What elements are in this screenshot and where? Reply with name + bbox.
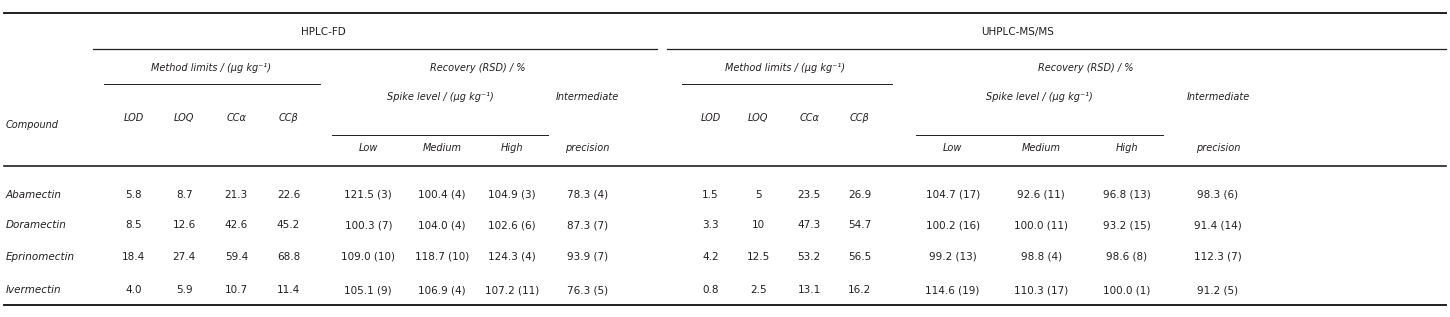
Text: Ivermectin: Ivermectin [6,285,61,295]
Text: 107.2 (11): 107.2 (11) [484,285,539,295]
Text: Method limits / (µg kg⁻¹): Method limits / (µg kg⁻¹) [151,63,271,73]
Text: 47.3: 47.3 [798,220,821,230]
Text: Spike level / (µg kg⁻¹): Spike level / (µg kg⁻¹) [986,92,1093,102]
Text: 99.2 (13): 99.2 (13) [929,252,976,262]
Text: 10: 10 [751,220,766,230]
Text: CCα: CCα [799,113,819,123]
Text: 2.5: 2.5 [750,285,767,295]
Text: 121.5 (3): 121.5 (3) [345,190,392,200]
Text: 22.6: 22.6 [277,190,300,200]
Text: 3.3: 3.3 [702,220,719,230]
Text: Intermediate: Intermediate [555,92,619,102]
Text: 4.2: 4.2 [702,252,719,262]
Text: 100.3 (7): 100.3 (7) [345,220,392,230]
Text: LOD: LOD [700,113,721,123]
Text: precision: precision [566,143,609,153]
Text: Spike level / (µg kg⁻¹): Spike level / (µg kg⁻¹) [387,92,493,102]
Text: 104.9 (3): 104.9 (3) [489,190,535,200]
Text: Recovery (RSD) / %: Recovery (RSD) / % [1038,63,1132,73]
Text: 100.4 (4): 100.4 (4) [419,190,465,200]
Text: CCα: CCα [226,113,246,123]
Text: 11.4: 11.4 [277,285,300,295]
Text: 10.7: 10.7 [225,285,248,295]
Text: 54.7: 54.7 [848,220,871,230]
Text: 93.2 (15): 93.2 (15) [1103,220,1150,230]
Text: 98.3 (6): 98.3 (6) [1198,190,1238,200]
Text: LOQ: LOQ [174,113,194,123]
Text: 100.0 (1): 100.0 (1) [1103,285,1150,295]
Text: 105.1 (9): 105.1 (9) [345,285,392,295]
Text: Recovery (RSD) / %: Recovery (RSD) / % [431,63,525,73]
Text: Low: Low [358,143,378,153]
Text: 109.0 (10): 109.0 (10) [341,252,396,262]
Text: 12.6: 12.6 [173,220,196,230]
Text: 27.4: 27.4 [173,252,196,262]
Text: 53.2: 53.2 [798,252,821,262]
Text: 118.7 (10): 118.7 (10) [415,252,470,262]
Text: UHPLC-MS/MS: UHPLC-MS/MS [982,27,1054,37]
Text: 8.5: 8.5 [125,220,142,230]
Text: 114.6 (19): 114.6 (19) [925,285,980,295]
Text: 1.5: 1.5 [702,190,719,200]
Text: Doramectin: Doramectin [6,220,67,230]
Text: CCβ: CCβ [850,113,870,123]
Text: 5: 5 [755,190,761,200]
Text: High: High [500,143,523,153]
Text: High: High [1115,143,1138,153]
Text: 21.3: 21.3 [225,190,248,200]
Text: Low: Low [942,143,963,153]
Text: Method limits / (µg kg⁻¹): Method limits / (µg kg⁻¹) [725,63,845,73]
Text: 23.5: 23.5 [798,190,821,200]
Text: 104.0 (4): 104.0 (4) [419,220,465,230]
Text: 98.6 (8): 98.6 (8) [1106,252,1147,262]
Text: HPLC-FD: HPLC-FD [302,27,345,37]
Text: Compound: Compound [6,120,59,130]
Text: Medium: Medium [1022,143,1060,153]
Text: 102.6 (6): 102.6 (6) [489,220,535,230]
Text: LOQ: LOQ [748,113,769,123]
Text: 76.3 (5): 76.3 (5) [567,285,608,295]
Text: 93.9 (7): 93.9 (7) [567,252,608,262]
Text: 42.6: 42.6 [225,220,248,230]
Text: 13.1: 13.1 [798,285,821,295]
Text: 8.7: 8.7 [175,190,193,200]
Text: 5.9: 5.9 [175,285,193,295]
Text: 96.8 (13): 96.8 (13) [1103,190,1150,200]
Text: Abamectin: Abamectin [6,190,62,200]
Text: 78.3 (4): 78.3 (4) [567,190,608,200]
Text: 4.0: 4.0 [125,285,142,295]
Text: 91.4 (14): 91.4 (14) [1195,220,1241,230]
Text: 104.7 (17): 104.7 (17) [925,190,980,200]
Text: 112.3 (7): 112.3 (7) [1195,252,1241,262]
Text: 87.3 (7): 87.3 (7) [567,220,608,230]
Text: 106.9 (4): 106.9 (4) [419,285,465,295]
Text: 59.4: 59.4 [225,252,248,262]
Text: precision: precision [1196,143,1240,153]
Text: 18.4: 18.4 [122,252,145,262]
Text: 98.8 (4): 98.8 (4) [1021,252,1061,262]
Text: Medium: Medium [423,143,461,153]
Text: 100.0 (11): 100.0 (11) [1014,220,1069,230]
Text: 26.9: 26.9 [848,190,871,200]
Text: CCβ: CCβ [278,113,299,123]
Text: 100.2 (16): 100.2 (16) [925,220,980,230]
Text: 5.8: 5.8 [125,190,142,200]
Text: LOD: LOD [123,113,144,123]
Text: 12.5: 12.5 [747,252,770,262]
Text: 0.8: 0.8 [702,285,719,295]
Text: 16.2: 16.2 [848,285,871,295]
Text: 45.2: 45.2 [277,220,300,230]
Text: 124.3 (4): 124.3 (4) [489,252,535,262]
Text: 92.6 (11): 92.6 (11) [1018,190,1064,200]
Text: 91.2 (5): 91.2 (5) [1198,285,1238,295]
Text: 56.5: 56.5 [848,252,871,262]
Text: Eprinomectin: Eprinomectin [6,252,75,262]
Text: Intermediate: Intermediate [1186,92,1250,102]
Text: 68.8: 68.8 [277,252,300,262]
Text: 110.3 (17): 110.3 (17) [1014,285,1069,295]
